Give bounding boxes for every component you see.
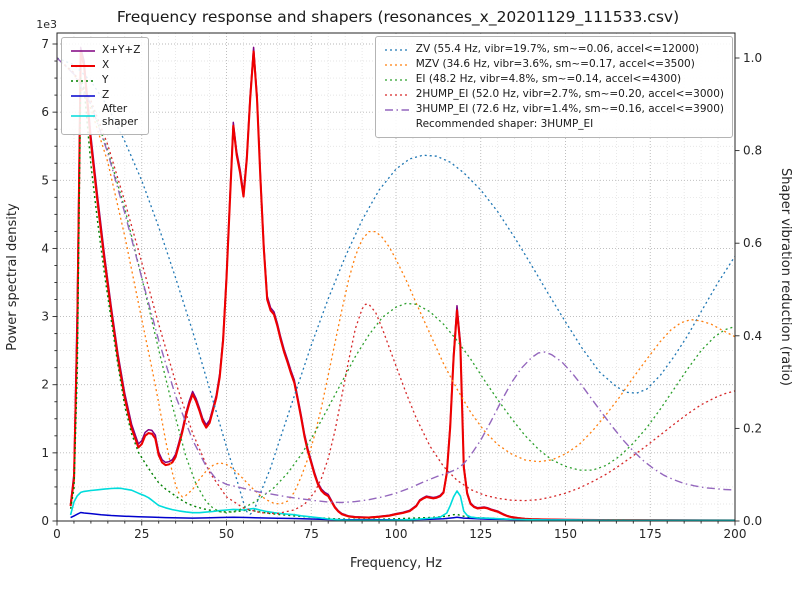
legend-label-2hump-ei: 2HUMP_EI (52.0 Hz, vibr=2.7%, sm~=0.20, … xyxy=(415,87,724,100)
legend-label-after-shaper: After shaper xyxy=(102,103,139,129)
svg-text:7: 7 xyxy=(41,37,49,51)
series-3hump-ei xyxy=(57,57,735,504)
series-2hump-ei xyxy=(57,57,735,515)
legend-label-x: X xyxy=(102,58,110,71)
blank-handle xyxy=(384,120,410,130)
svg-text:0.2: 0.2 xyxy=(743,421,762,435)
legend-item-3hump-ei: 3HUMP_EI (72.6 Hz, vibr=1.4%, sm~=0.16, … xyxy=(384,102,724,117)
svg-text:50: 50 xyxy=(219,527,234,541)
legend-item-x: X xyxy=(70,58,140,73)
shaper-legend: ZV (55.4 Hz, vibr=19.7%, sm~=0.06, accel… xyxy=(374,36,733,138)
legend-label-y: Y xyxy=(102,73,109,86)
legend-item-y: Y xyxy=(70,73,140,88)
series-mzv xyxy=(57,57,735,505)
legend-item-ei: EI (48.2 Hz, vibr=4.8%, sm~=0.14, accel<… xyxy=(384,72,724,87)
svg-text:75: 75 xyxy=(304,527,319,541)
svg-text:0: 0 xyxy=(41,514,49,528)
y-axis-right-label: Shaper vibration reduction (ratio) xyxy=(778,168,793,386)
chart-title: Frequency response and shapers (resonanc… xyxy=(117,8,679,27)
legend-label-3hump-ei: 3HUMP_EI (72.6 Hz, vibr=1.4%, sm~=0.16, … xyxy=(415,102,724,115)
ticks: 0 25 50 75 100 125 150 175 200 0 1 2 3 4 5 6 7 0.0 0.2 0.4 0… xyxy=(41,37,762,541)
series-layer xyxy=(57,46,735,521)
series-zv xyxy=(57,57,735,515)
legend-label-mzv: MZV (34.6 Hz, vibr=3.6%, sm~=0.17, accel… xyxy=(415,57,695,70)
svg-text:3: 3 xyxy=(41,310,49,324)
svg-text:0.8: 0.8 xyxy=(743,144,762,158)
legend-label-z: Z xyxy=(102,88,110,101)
svg-text:0.4: 0.4 xyxy=(743,329,762,343)
legend-label-zv: ZV (55.4 Hz, vibr=19.7%, sm~=0.06, accel… xyxy=(415,42,700,55)
line-sample-icon xyxy=(384,63,409,66)
legend-item-after-shaper: After shaper xyxy=(70,103,140,129)
svg-text:1.0: 1.0 xyxy=(743,51,762,65)
line-sample-icon xyxy=(384,48,409,51)
y-axis-left-label: Power spectral density xyxy=(5,203,20,351)
line-sample-icon xyxy=(71,94,95,97)
svg-text:2: 2 xyxy=(41,378,49,392)
psd-legend: X+Y+Z X Y Z After shaper xyxy=(61,37,150,136)
line-sample-icon xyxy=(384,108,409,111)
svg-text:5: 5 xyxy=(41,173,49,187)
svg-text:125: 125 xyxy=(469,527,492,541)
legend-label-sum: X+Y+Z xyxy=(102,43,141,56)
line-sample-icon xyxy=(384,93,409,96)
svg-text:6: 6 xyxy=(41,105,49,119)
svg-text:25: 25 xyxy=(134,527,149,541)
legend-item-mzv: MZV (34.6 Hz, vibr=3.6%, sm~=0.17, accel… xyxy=(384,57,724,72)
line-sample-icon xyxy=(384,78,409,81)
legend-item-sum: X+Y+Z xyxy=(70,43,140,58)
svg-text:150: 150 xyxy=(554,527,577,541)
svg-text:0: 0 xyxy=(53,527,61,541)
y-axis-offset-text: 1e3 xyxy=(36,18,57,31)
line-sample-icon xyxy=(71,64,95,67)
svg-text:4: 4 xyxy=(41,241,49,255)
legend-label-ei: EI (48.2 Hz, vibr=4.8%, sm~=0.14, accel<… xyxy=(415,72,682,85)
legend-item-zv: ZV (55.4 Hz, vibr=19.7%, sm~=0.06, accel… xyxy=(384,42,724,57)
svg-text:100: 100 xyxy=(385,527,408,541)
legend-item-z: Z xyxy=(70,88,140,103)
x-axis-label: Frequency, Hz xyxy=(350,556,442,571)
svg-text:200: 200 xyxy=(724,527,747,541)
legend-item-2hump-ei: 2HUMP_EI (52.0 Hz, vibr=2.7%, sm~=0.20, … xyxy=(384,87,724,102)
svg-text:1: 1 xyxy=(41,446,49,460)
legend-item-recommendation: Recommended shaper: 3HUMP_EI xyxy=(384,117,724,132)
line-sample-icon xyxy=(71,49,95,52)
line-sample-icon xyxy=(71,79,95,82)
svg-text:0.0: 0.0 xyxy=(743,514,762,528)
svg-text:175: 175 xyxy=(639,527,662,541)
series-psd-x xyxy=(69,50,735,521)
line-sample-icon xyxy=(71,115,95,117)
svg-text:0.6: 0.6 xyxy=(743,236,762,250)
recommended-shaper-note: Recommended shaper: 3HUMP_EI xyxy=(415,117,594,130)
